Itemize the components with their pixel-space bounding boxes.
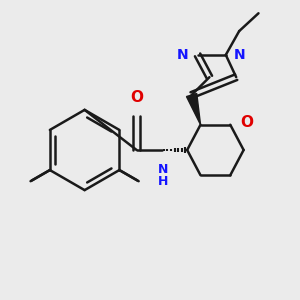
Polygon shape [187,94,200,125]
Text: N
H: N H [158,164,169,188]
Text: N: N [234,48,246,62]
Text: O: O [240,115,253,130]
Text: N: N [177,48,189,62]
Text: O: O [130,90,143,105]
